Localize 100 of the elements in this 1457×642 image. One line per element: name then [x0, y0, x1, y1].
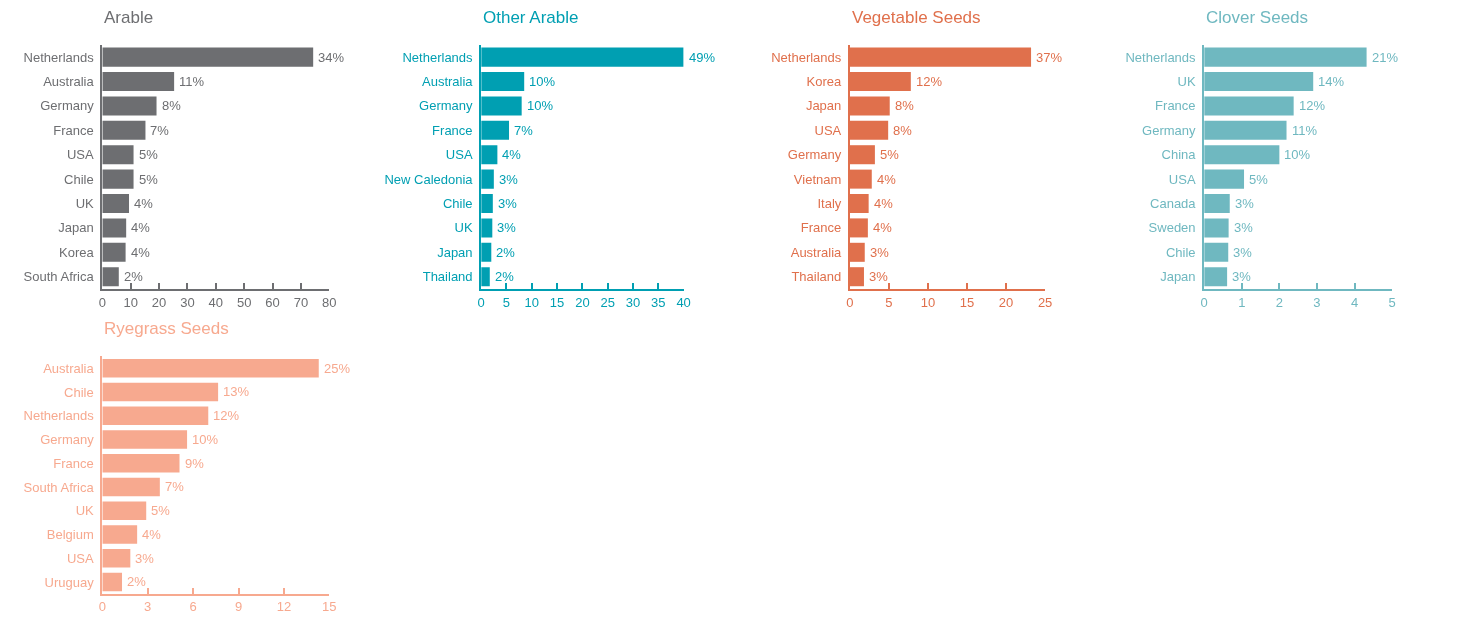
y-tick-label: USA — [66, 147, 95, 163]
annotation: 4% — [142, 527, 162, 542]
x-tick-label: 0 — [477, 294, 485, 310]
chart-title: Clover Seeds — [1206, 8, 1309, 27]
annotation: 3% — [498, 196, 518, 211]
x-tick-label: 5 — [502, 294, 511, 310]
annotation: 8% — [893, 123, 913, 138]
annotation: 2% — [124, 269, 144, 284]
annotation: 3% — [870, 245, 890, 260]
x-tick-label: 25 — [600, 294, 615, 310]
x-tick-label: 60 — [265, 294, 280, 310]
annotation: 10% — [1284, 147, 1311, 162]
x-tick-label: 20 — [575, 294, 590, 310]
y-tick-label: Australia — [422, 74, 474, 90]
annotation: 10% — [529, 74, 556, 89]
x-tick-label: 25 — [1037, 294, 1053, 310]
annotation: 3% — [1232, 269, 1252, 284]
annotation: 14% — [1318, 74, 1345, 89]
x-tick-label: 0 — [1200, 294, 1208, 310]
y-tick-label: Belgium — [46, 527, 94, 543]
annotation: 5% — [151, 503, 171, 518]
y-tick-label: Chile — [442, 196, 473, 212]
y-tick-label: Thailand — [422, 269, 473, 285]
x-tick-label: 70 — [293, 294, 309, 310]
x-tick-label: 50 — [236, 294, 252, 310]
annotation: 4% — [877, 172, 897, 187]
y-tick-label: UK — [75, 503, 95, 519]
annotation: 5% — [139, 147, 159, 162]
y-tick-label: Netherlands — [23, 408, 95, 424]
x-tick-label: 10 — [123, 294, 138, 310]
annotation: 2% — [495, 269, 515, 284]
x-tick-label: 1 — [1238, 294, 1246, 310]
chart-title: Arable — [104, 8, 154, 27]
x-tick-label: 3 — [1313, 294, 1321, 310]
annotation: 34% — [318, 50, 345, 65]
annotation: 8% — [895, 98, 915, 113]
y-tick-label: Uruguay — [44, 574, 95, 590]
y-tick-label: France — [432, 122, 473, 138]
annotation: 4% — [873, 220, 893, 235]
x-tick-label: 9 — [234, 599, 243, 615]
annotation: 3% — [499, 172, 519, 187]
chart-title: Ryegrass Seeds — [104, 319, 229, 338]
x-tick-label: 80 — [322, 294, 337, 310]
x-tick-label: 5 — [1388, 294, 1396, 310]
y-tick-label: Germany — [419, 98, 474, 114]
y-tick-label: USA — [445, 147, 473, 163]
y-tick-label: Germany — [1142, 122, 1197, 138]
annotation: 2% — [127, 574, 147, 589]
x-tick-label: 15 — [322, 599, 337, 615]
y-tick-label: Netherlands — [402, 49, 474, 65]
y-tick-label: Japan — [805, 98, 842, 114]
y-tick-label: Italy — [817, 196, 842, 212]
x-tick-label: 12 — [276, 599, 292, 615]
y-tick-label: Netherlands — [23, 49, 95, 65]
y-tick-label: UK — [1177, 74, 1196, 90]
x-tick-label: 35 — [651, 294, 666, 310]
annotation: 12% — [213, 408, 240, 423]
y-tick-label: New Caledonia — [384, 171, 474, 187]
annotation: 4% — [874, 196, 894, 211]
annotation: 25% — [324, 361, 351, 376]
y-tick-label: France — [800, 220, 842, 236]
annotation: 21% — [1372, 50, 1399, 65]
annotation: 5% — [880, 147, 900, 162]
y-tick-label: Vietnam — [793, 171, 842, 187]
chart-title: Other Arable — [483, 8, 579, 27]
annotation: 13% — [223, 384, 250, 399]
annotation: 3% — [135, 551, 155, 566]
y-tick-label: China — [1161, 147, 1197, 163]
annotation: 11% — [1292, 123, 1318, 138]
y-tick-label: South Africa — [23, 479, 95, 495]
x-tick-label: 3 — [144, 599, 152, 615]
y-tick-label: USA — [66, 550, 95, 566]
annotation: 49% — [689, 50, 716, 65]
x-tick-label: 0 — [98, 294, 106, 310]
y-tick-label: USA — [1168, 171, 1196, 187]
annotation: 37% — [1036, 50, 1063, 65]
y-tick-label: Canada — [1150, 196, 1197, 212]
annotation: 12% — [1299, 98, 1326, 113]
annotation: 7% — [150, 123, 170, 138]
annotation: 4% — [131, 245, 151, 260]
y-tick-label: Chile — [1165, 244, 1196, 260]
y-tick-label: France — [53, 122, 94, 138]
x-tick-label: 30 — [625, 294, 641, 310]
x-tick-label: 20 — [998, 294, 1014, 310]
annotation: 2% — [496, 245, 516, 260]
x-tick-label: 0 — [846, 294, 854, 310]
y-tick-label: Netherlands — [1125, 49, 1197, 65]
x-tick-label: 15 — [549, 294, 565, 310]
x-tick-label: 40 — [676, 294, 691, 310]
annotation: 8% — [162, 98, 182, 113]
annotation: 12% — [916, 74, 943, 89]
y-tick-label: Netherlands — [771, 49, 842, 65]
x-tick-label: 40 — [208, 294, 224, 310]
y-tick-label: Japan — [437, 244, 473, 260]
annotation: 10% — [192, 432, 219, 447]
x-tick-label: 10 — [524, 294, 540, 310]
x-tick-label: 6 — [189, 599, 197, 615]
annotation: 3% — [1234, 220, 1254, 235]
y-tick-label: France — [1155, 98, 1196, 114]
y-tick-label: Australia — [790, 244, 843, 260]
